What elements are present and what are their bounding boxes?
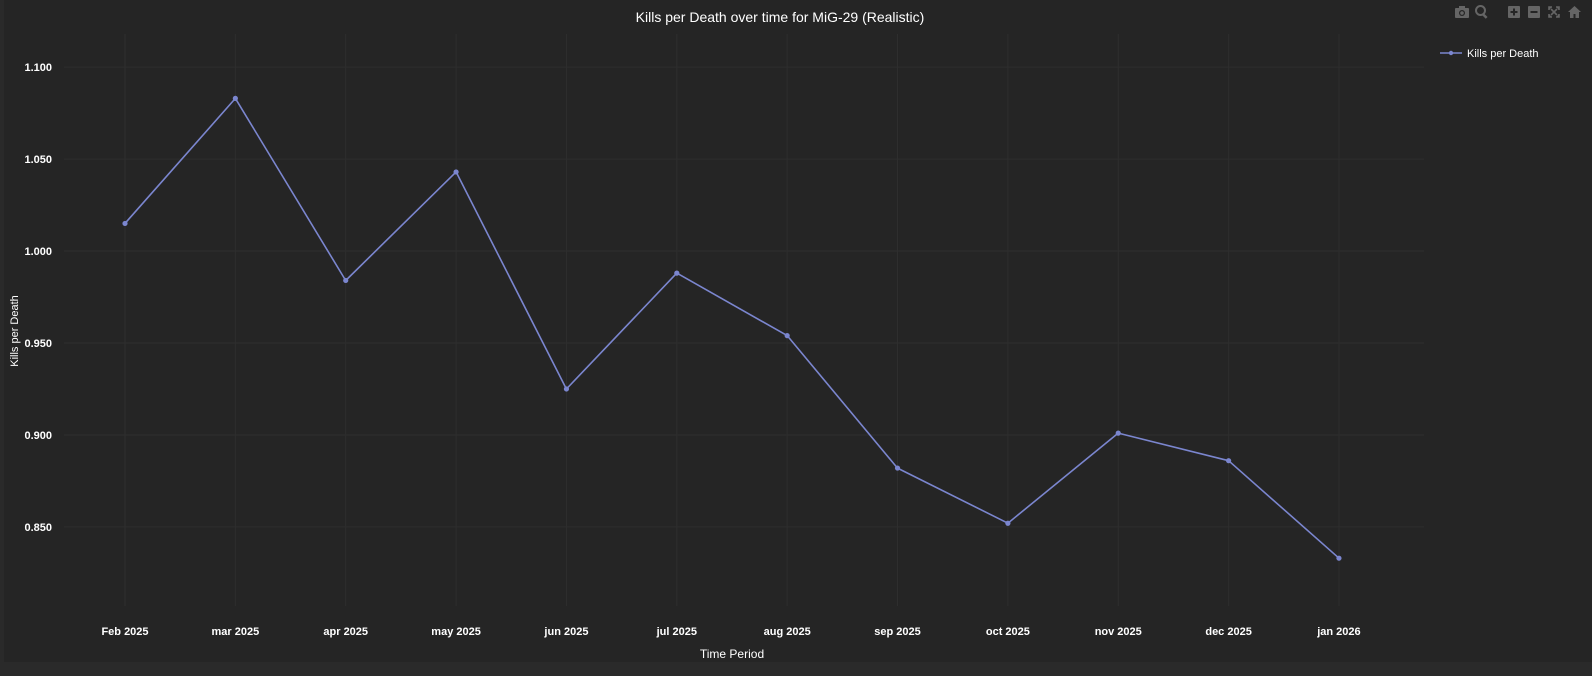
series-line[interactable] bbox=[124, 97, 1340, 559]
zoom-in-icon[interactable] bbox=[1506, 4, 1522, 20]
y-tick-label: 0.950 bbox=[24, 338, 52, 350]
data-point[interactable] bbox=[1226, 458, 1232, 464]
data-point[interactable] bbox=[674, 270, 680, 276]
modebar-toolbar bbox=[1454, 4, 1582, 20]
y-tick-label: 0.900 bbox=[24, 430, 52, 442]
data-point[interactable] bbox=[1336, 555, 1342, 561]
chart-container: Kills per Death over time for MiG-29 (Re… bbox=[4, 0, 1592, 662]
x-tick-label: Feb 2025 bbox=[101, 626, 148, 638]
y-axis-ticks: 1.100 1.050 1.000 0.950 0.900 0.850 bbox=[24, 62, 52, 534]
legend[interactable]: Kills per Death bbox=[1440, 48, 1539, 60]
x-axis-label: Time Period bbox=[700, 647, 764, 661]
camera-icon[interactable] bbox=[1454, 4, 1470, 20]
y-tick-label: 0.850 bbox=[24, 522, 52, 534]
zoom-icon[interactable] bbox=[1474, 4, 1490, 20]
x-tick-label: may 2025 bbox=[431, 626, 481, 638]
data-point[interactable] bbox=[894, 465, 901, 471]
data-point[interactable] bbox=[343, 277, 349, 284]
data-point[interactable] bbox=[563, 386, 570, 392]
legend-marker-icon bbox=[1448, 50, 1454, 56]
y-tick-label: 1.050 bbox=[24, 154, 52, 166]
x-tick-label: jul 2025 bbox=[656, 626, 697, 638]
data-point[interactable] bbox=[1005, 520, 1011, 526]
data-point[interactable] bbox=[453, 169, 459, 175]
x-tick-label: apr 2025 bbox=[323, 626, 368, 638]
chart-title: Kills per Death over time for MiG-29 (Re… bbox=[636, 9, 925, 25]
x-tick-label: oct 2025 bbox=[986, 626, 1030, 638]
data-point[interactable] bbox=[1115, 430, 1121, 436]
autoscale-icon[interactable] bbox=[1546, 4, 1562, 20]
x-tick-label: jan 2026 bbox=[1316, 626, 1360, 638]
x-tick-label: jun 2025 bbox=[543, 626, 588, 638]
legend-label[interactable]: Kills per Death bbox=[1467, 48, 1539, 60]
line-chart[interactable]: Kills per Death over time for MiG-29 (Re… bbox=[4, 0, 1592, 662]
y-axis-label: Kills per Death bbox=[9, 295, 21, 367]
x-tick-label: nov 2025 bbox=[1095, 626, 1142, 638]
data-point[interactable] bbox=[122, 220, 128, 227]
zoom-out-icon[interactable] bbox=[1526, 4, 1542, 20]
x-axis-ticks: Feb 2025 mar 2025 apr 2025 may 2025 jun 2025… bbox=[101, 626, 1360, 638]
data-point[interactable] bbox=[232, 95, 238, 101]
x-tick-label: aug 2025 bbox=[764, 626, 811, 638]
home-icon[interactable] bbox=[1566, 4, 1582, 20]
y-tick-label: 1.000 bbox=[24, 246, 52, 258]
y-tick-label: 1.100 bbox=[24, 62, 52, 74]
x-tick-label: sep 2025 bbox=[874, 626, 920, 638]
series-layer bbox=[122, 95, 1342, 561]
x-tick-label: mar 2025 bbox=[212, 626, 260, 638]
data-point[interactable] bbox=[784, 333, 790, 339]
x-tick-label: dec 2025 bbox=[1205, 626, 1251, 638]
gridlines bbox=[64, 34, 1424, 606]
